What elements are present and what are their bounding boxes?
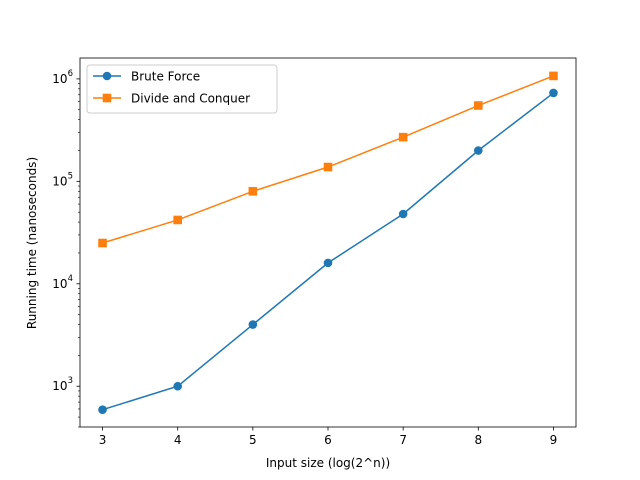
y-tick-label: 105 [52, 171, 73, 188]
series-brute-force [98, 88, 558, 415]
data-point [248, 186, 258, 196]
y-axis-ticks: 103 104 105 106 [52, 69, 80, 428]
data-point [549, 71, 558, 81]
series-layer [98, 71, 558, 415]
data-point [398, 209, 408, 219]
y-axis-title: Running time (nanoseconds) [25, 157, 39, 329]
data-point [248, 320, 258, 329]
data-point [173, 381, 182, 391]
x-tick-label: 6 [324, 433, 332, 447]
data-point [98, 238, 107, 248]
x-tick-label: 5 [249, 433, 257, 447]
data-point [474, 146, 483, 155]
legend-label: Brute Force [131, 70, 200, 84]
y-tick-label: 103 [52, 376, 73, 393]
legend-box [86, 64, 278, 114]
plot-area [79, 57, 577, 428]
x-axis-title: Input size (log(2^n)) [266, 456, 390, 470]
data-point [398, 132, 408, 142]
data-point [549, 88, 558, 98]
plot-frame [79, 57, 577, 428]
legend: Brute Force Divide and Conquer [86, 64, 278, 114]
data-point [98, 405, 107, 415]
y-tick-label: 104 [52, 274, 73, 291]
data-point [323, 162, 333, 172]
x-axis-ticks: 3 4 5 6 7 8 9 [99, 427, 558, 447]
legend-marker [102, 71, 112, 81]
legend-label: Divide and Conquer [131, 92, 250, 106]
legend-marker [102, 93, 112, 103]
data-point [173, 215, 182, 225]
data-point [323, 258, 333, 268]
y-tick-label: 106 [52, 69, 73, 86]
x-tick-label: 7 [399, 433, 407, 447]
data-point [474, 101, 483, 110]
series-divide-and-conquer [98, 71, 558, 248]
x-tick-label: 3 [99, 433, 107, 447]
x-tick-label: 4 [174, 433, 182, 447]
x-tick-label: 9 [550, 433, 558, 447]
x-tick-label: 8 [474, 433, 482, 447]
